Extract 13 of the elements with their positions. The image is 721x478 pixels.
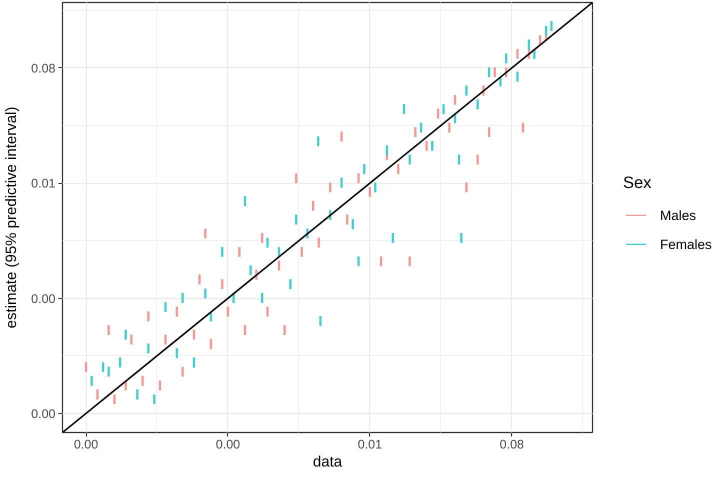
legend-title: Sex <box>623 174 652 193</box>
y-tick-label: 0.01 <box>31 176 56 191</box>
x-axis-title: data <box>312 454 343 470</box>
y-axis-title: estimate (95% predictive interval) <box>3 106 20 328</box>
x-tick-label: 0.00 <box>216 438 240 452</box>
legend-label: Males <box>660 206 696 224</box>
y-tick-label: 0.08 <box>31 61 56 76</box>
y-tick-label: 0.00 <box>31 292 56 306</box>
x-tick-label: 0.01 <box>358 438 382 452</box>
x-tick-label: 0.00 <box>74 438 98 452</box>
legend-label: Females <box>660 236 712 254</box>
x-tick-label: 0.08 <box>500 438 524 452</box>
y-tick-label: 0.00 <box>31 406 56 421</box>
